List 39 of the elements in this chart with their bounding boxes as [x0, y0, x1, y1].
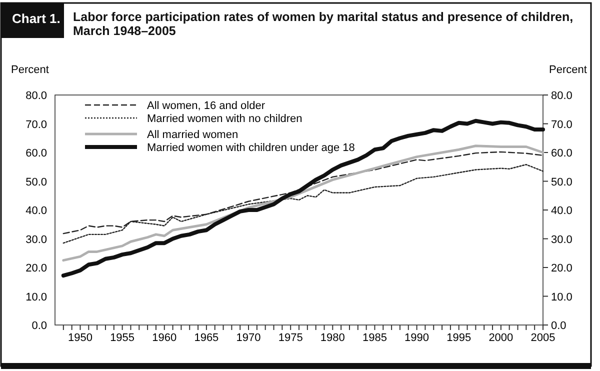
y-tick-label: 10.0	[26, 291, 47, 304]
x-tick-label: 1955	[110, 332, 135, 344]
y-tick-label: 30.0	[26, 234, 47, 246]
caption: Chart 1.	[12, 11, 60, 26]
x-tick-label: 2000	[488, 332, 514, 344]
y2-tick-label: 30.0	[551, 234, 572, 246]
legend-label: All women, 16 and older	[147, 100, 266, 112]
y-tick-label: 80.0	[26, 90, 47, 102]
legend-label: All married women	[147, 129, 238, 141]
y-axis-title: Percent	[11, 64, 49, 76]
legend-label: Married women with no children	[147, 113, 302, 125]
y-tick-label: 60.0	[26, 148, 47, 160]
y2-tick-label: 10.0	[551, 291, 572, 304]
x-tick-label: 1950	[68, 332, 92, 344]
line-series	[62, 144, 544, 262]
y2-tick-label: 60.0	[551, 148, 572, 160]
y2-tick-label: 40.0	[551, 205, 572, 217]
chart-title: Labor force participation rates of women by marital status and presence of children, March 1948–2005	[73, 10, 574, 38]
y-tick-label: 0.0	[32, 320, 47, 332]
y2-tick-label: 50.0	[551, 176, 572, 188]
y2-tick-label: 0.0	[551, 320, 566, 332]
x-tick-label: 1990	[404, 332, 430, 344]
y2-tick-label: 80.0	[551, 90, 572, 102]
y-tick-label: 70.0	[26, 118, 47, 131]
y-tick-label: 20.0	[26, 262, 47, 274]
y2-tick-label: 70.0	[551, 118, 572, 131]
x-tick-label: 1985	[362, 332, 387, 344]
y2-axis-title: Percent	[549, 64, 587, 76]
x-tick-label: 2005	[530, 332, 556, 344]
y-tick-label: 50.0	[26, 176, 47, 188]
x-tick-label: 1995	[446, 332, 472, 344]
x-tick-label: 1975	[278, 332, 303, 344]
x-tick-label: 1980	[320, 332, 345, 344]
legend-label: Married women with children under age 18	[147, 142, 355, 154]
x-tick-label: 1965	[194, 332, 219, 344]
x-tick-label: 1970	[236, 332, 261, 344]
y2-tick-label: 20.0	[551, 262, 572, 274]
y-tick-label: 40.0	[26, 205, 47, 217]
x-tick-label: 1960	[152, 332, 177, 344]
